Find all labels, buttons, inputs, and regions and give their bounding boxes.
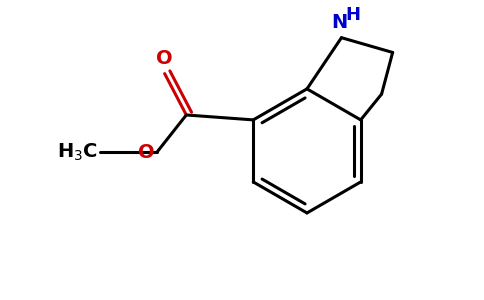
Text: H: H	[346, 6, 361, 24]
Text: O: O	[156, 49, 173, 68]
Text: O: O	[138, 143, 155, 162]
Text: H$_3$C: H$_3$C	[57, 142, 98, 163]
Text: N: N	[332, 13, 348, 32]
